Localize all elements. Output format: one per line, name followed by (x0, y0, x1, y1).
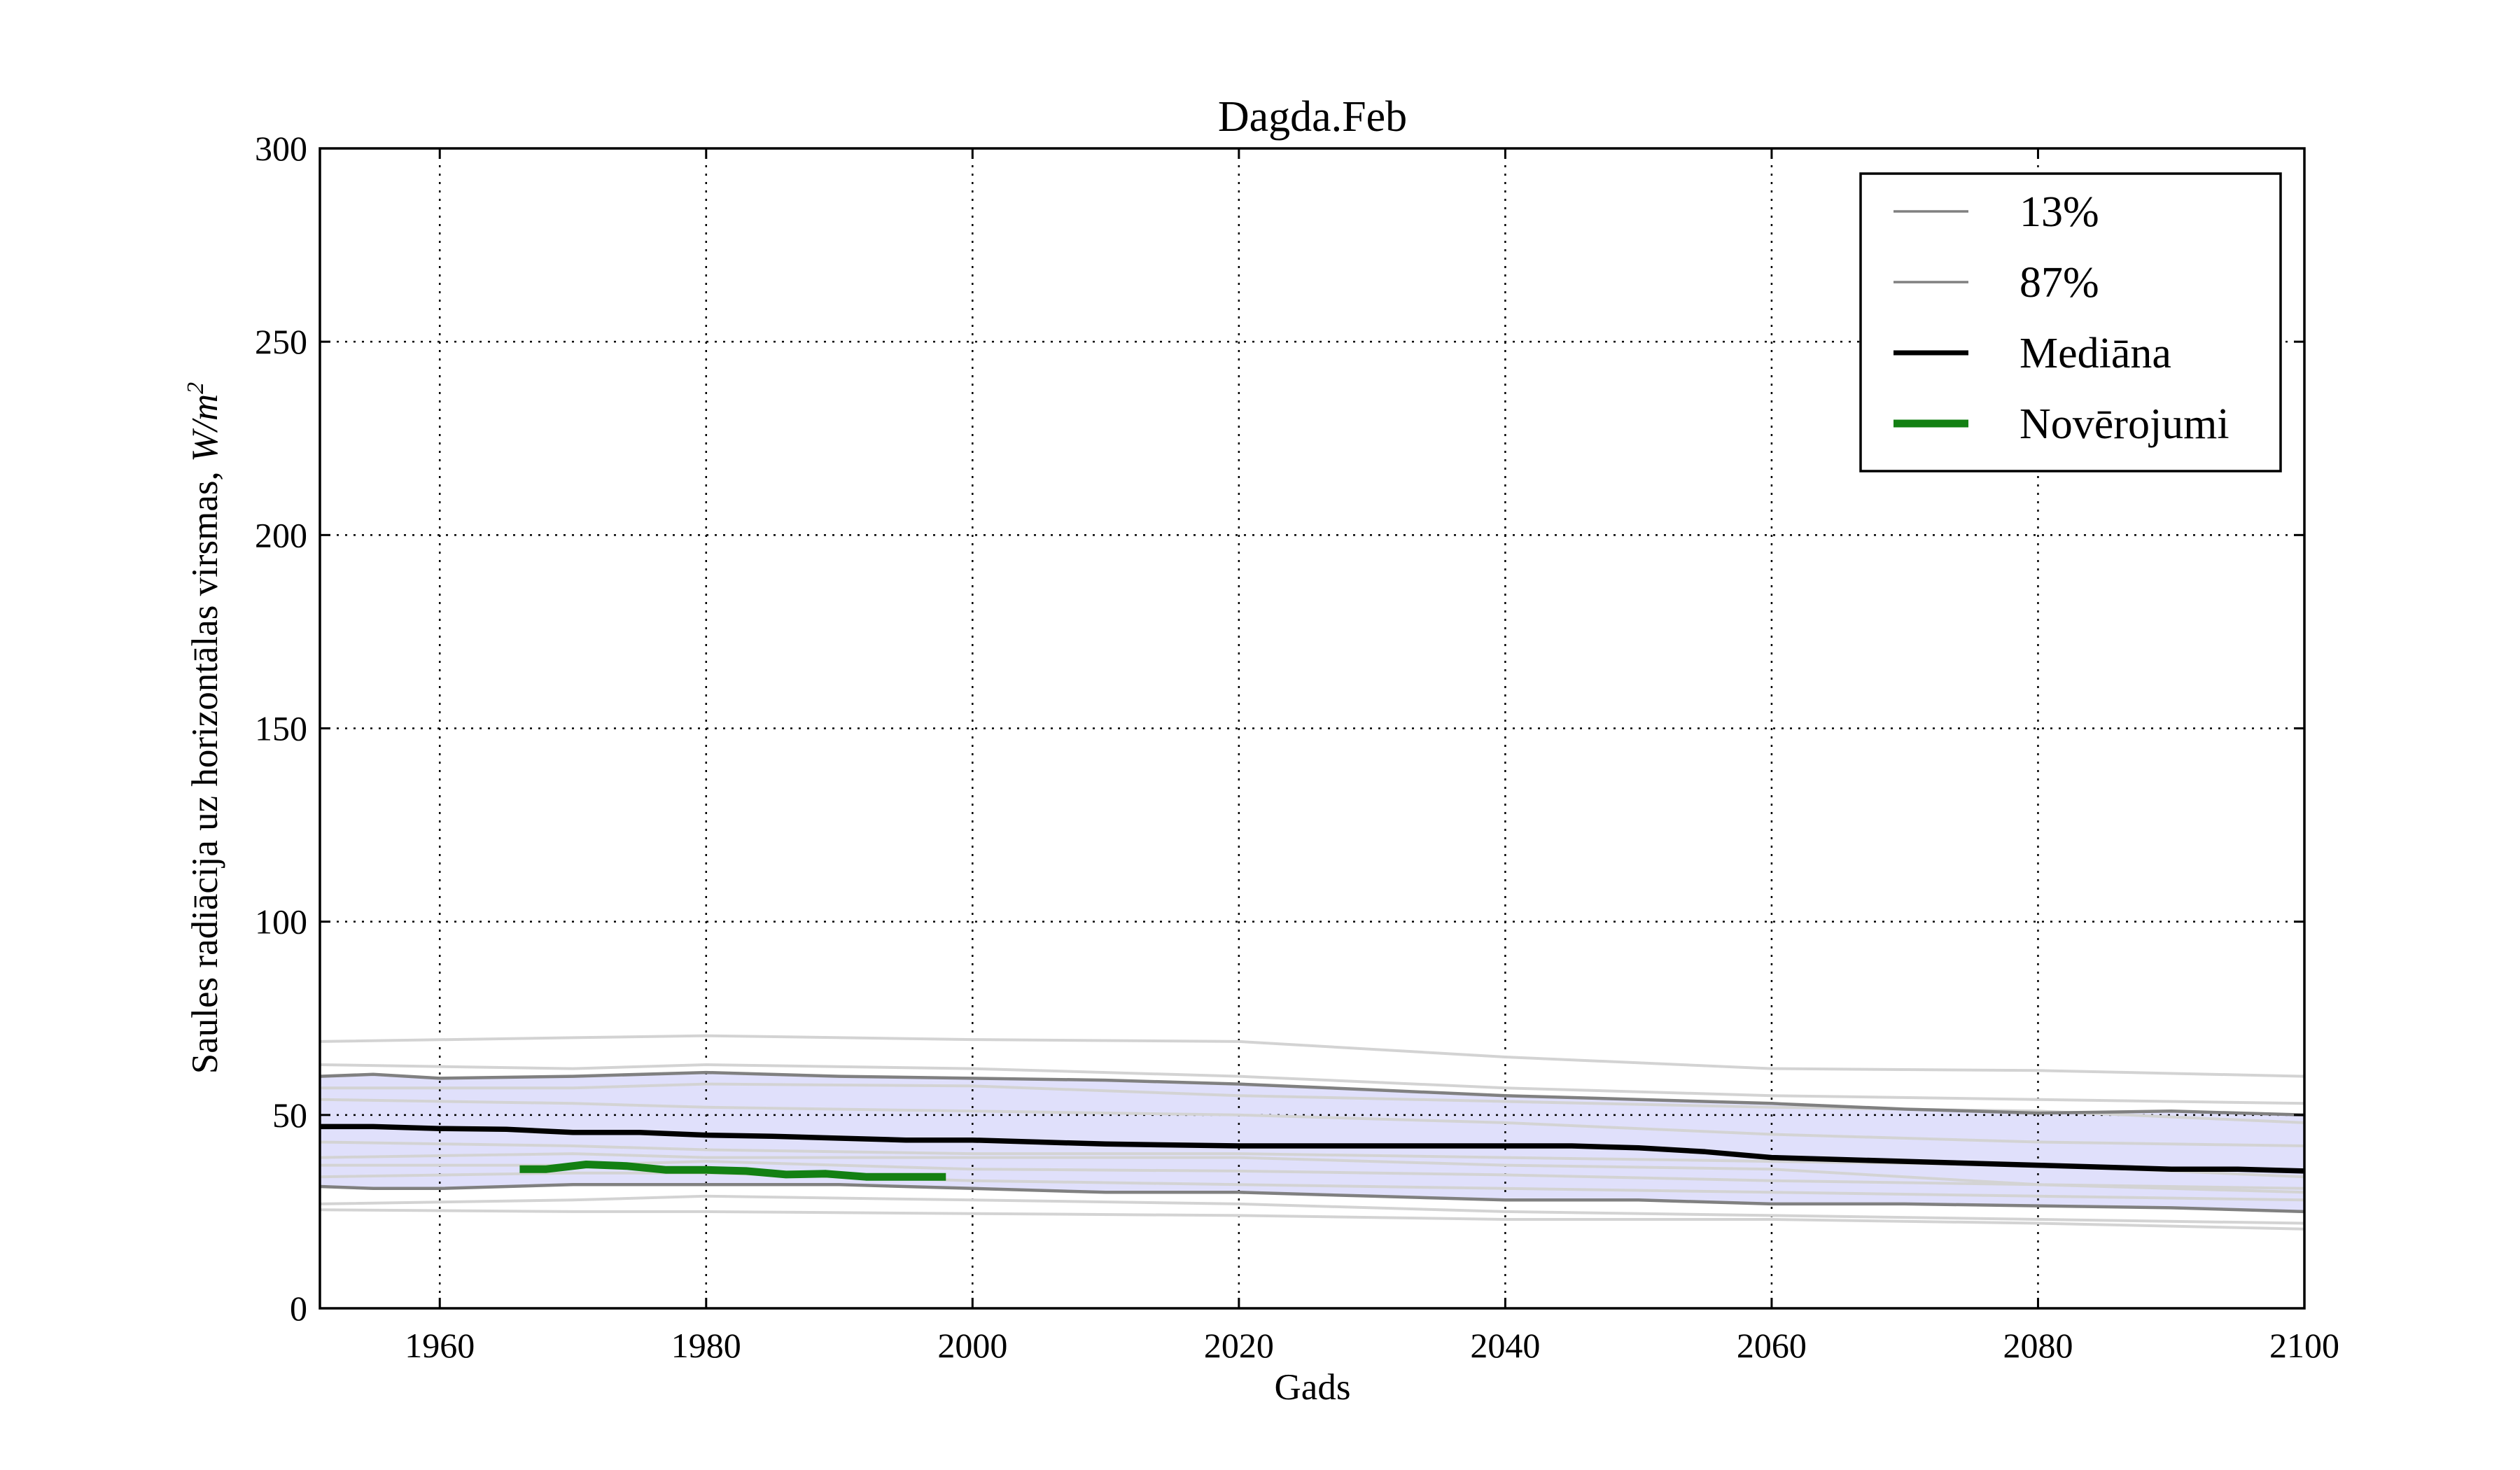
ensemble-line (320, 1171, 2304, 1202)
ensemble-line (320, 1152, 2304, 1194)
x-tick-label: 2100 (2269, 1326, 2339, 1365)
x-axis-ticks: 1960 1980 2000 2020 2040 2060 2080 2100 (405, 148, 2339, 1365)
x-tick-label: 2020 (1204, 1326, 1274, 1365)
chart-title: Dagda.Feb (1218, 93, 1407, 141)
ensemble-line (320, 1194, 2304, 1225)
y-axis-ticks: 0 50 100 150 200 250 300 (255, 129, 2304, 1328)
y-axis-title-text: Saules radiācija uz horizontālas virsmas… (185, 462, 225, 1074)
y-axis-title-unit-exponent: 2 (183, 382, 209, 394)
legend-label-87: 87% (2019, 259, 2099, 307)
ensemble-line (320, 1098, 2304, 1147)
legend: 13% 87% Mediāna Novērojumi (1859, 172, 2282, 472)
ensemble-line (320, 1034, 2304, 1078)
series-line-median (320, 1124, 2304, 1174)
x-tick-label: 1980 (671, 1326, 741, 1365)
legend-label-median: Mediāna (2019, 330, 2171, 377)
series-line-13 (320, 1183, 2304, 1214)
series-lines (320, 1070, 2304, 1214)
x-tick-label: 2080 (2003, 1326, 2073, 1365)
series-line-87 (320, 1070, 2304, 1117)
y-tick-label: 300 (255, 129, 307, 168)
y-axis-title-unit: W/m (185, 394, 225, 462)
x-tick-label: 2040 (1470, 1326, 1540, 1365)
grid (320, 148, 2304, 1308)
y-tick-label: 100 (255, 902, 307, 941)
x-tick-label: 1960 (405, 1326, 475, 1365)
x-tick-label: 2060 (1737, 1326, 1807, 1365)
legend-label-observations: Novērojumi (2019, 400, 2230, 448)
legend-label-13: 13% (2019, 188, 2099, 236)
series-line-observations (519, 1161, 946, 1181)
y-tick-label: 250 (255, 322, 307, 361)
y-tick-label: 200 (255, 515, 307, 554)
y-tick-label: 50 (272, 1096, 307, 1135)
x-axis-title: Gads (1275, 1367, 1351, 1408)
ensemble-line (320, 1208, 2304, 1231)
ensemble-line (320, 1063, 2304, 1105)
y-axis-title: Saules radiācija uz horizontālas virsmas… (183, 382, 225, 1074)
y-tick-label: 150 (255, 709, 307, 748)
x-tick-label: 2000 (937, 1326, 1007, 1365)
y-tick-label: 0 (290, 1289, 307, 1328)
